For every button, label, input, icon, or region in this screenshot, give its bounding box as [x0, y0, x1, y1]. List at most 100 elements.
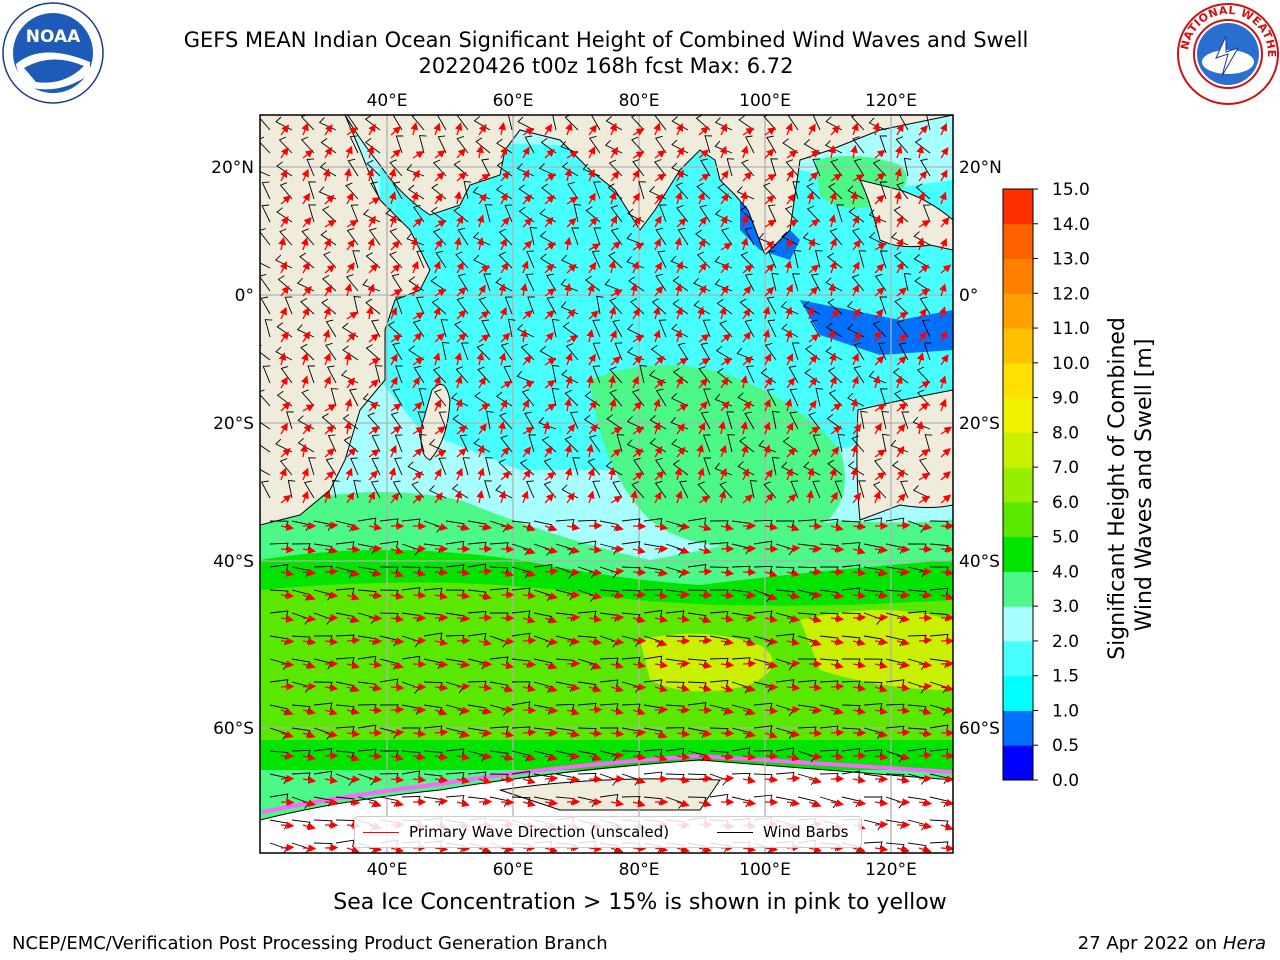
wind-barb: [874, 273, 887, 292]
wave-arrow: [630, 282, 638, 297]
wave-arrow: [808, 426, 820, 435]
wind-barb: [379, 540, 399, 549]
wind-barb: [392, 342, 403, 361]
wind-barb: [899, 115, 909, 131]
lat-label: 60°S: [959, 719, 1000, 739]
wave-arrow: [654, 445, 663, 458]
wave-arrow: [852, 423, 862, 435]
wave-arrow: [346, 332, 356, 343]
wave-arrow: [412, 636, 427, 645]
wind-barb: [740, 251, 755, 269]
wave-arrow: [344, 283, 353, 297]
wind-barb: [260, 344, 271, 361]
wave-arrow: [544, 774, 559, 783]
wave-arrow: [412, 447, 423, 458]
wave-arrow: [498, 420, 506, 435]
sea-ice-edge: [261, 753, 953, 814]
wave-arrow: [412, 332, 423, 343]
wave-arrow: [324, 425, 335, 435]
wave-arrow: [610, 591, 625, 600]
wind-barb: [852, 136, 865, 154]
wave-arrow: [522, 380, 535, 389]
wind-barb: [462, 457, 471, 476]
wave-arrow: [544, 216, 554, 228]
wind-barb: [371, 319, 381, 338]
wave-arrow: [764, 798, 779, 807]
wave-arrow: [346, 377, 355, 389]
wind-barb: [900, 480, 909, 499]
wind-barb: [370, 480, 381, 499]
wave-arrow: [322, 168, 331, 182]
wave-arrow: [808, 400, 817, 412]
wave-arrow: [455, 375, 463, 389]
wind-barb: [879, 181, 888, 200]
wave-arrow: [302, 286, 312, 297]
wave-arrow: [850, 398, 859, 412]
wind-barb: [872, 159, 887, 177]
wave-direction-arrows: [278, 122, 953, 853]
land-madagascar: [420, 383, 451, 461]
wave-arrow: [762, 306, 771, 320]
wave-arrow: [742, 659, 757, 668]
wind-barb: [483, 273, 491, 292]
wave-arrow: [522, 660, 537, 669]
wind-barb: [474, 391, 491, 407]
wind-barb: [785, 159, 799, 177]
wind-barb: [264, 319, 273, 338]
wind-barb: [498, 228, 513, 246]
wave-arrow: [456, 261, 464, 274]
wave-arrow: [367, 237, 375, 251]
wave-arrow: [434, 172, 445, 182]
wave-arrow: [698, 377, 708, 389]
wind-barb: [659, 204, 667, 223]
wind-barb: [279, 458, 293, 476]
wind-barb: [651, 298, 667, 315]
wave-arrow: [344, 167, 352, 182]
wave-arrow: [498, 122, 506, 136]
wind-barb: [812, 115, 821, 131]
wave-arrow: [808, 171, 819, 182]
colorbar-swatches: [1003, 189, 1033, 781]
wave-arrow: [278, 352, 287, 366]
wind-barb: [655, 388, 667, 407]
wind-barb: [330, 388, 339, 407]
wave-arrow: [586, 329, 595, 343]
wind-barb: [643, 748, 663, 757]
wave-arrow: [280, 124, 290, 136]
wind-barb: [261, 181, 271, 200]
wave-arrow: [940, 545, 953, 554]
wave-arrow: [346, 447, 357, 458]
wind-barb: [631, 481, 645, 499]
wind-barb: [366, 159, 381, 177]
wave-arrow: [301, 122, 309, 136]
wave-arrow: [322, 329, 331, 343]
wind-barb: [323, 251, 337, 269]
wave-arrow: [368, 263, 379, 274]
wind-barb: [709, 679, 729, 688]
nws-logo: NATIONAL WEATHER SERVICE: [1176, 2, 1279, 105]
wind-barb: [727, 433, 735, 453]
wind-barb: [413, 204, 425, 223]
wave-arrow: [280, 660, 295, 669]
wave-arrow: [280, 169, 288, 182]
wave-arrow: [434, 239, 443, 251]
wind-barb: [726, 158, 735, 177]
wave-arrow: [697, 191, 705, 205]
wind-barb: [632, 159, 645, 177]
wind-barb: [596, 295, 604, 315]
wind-barb: [631, 136, 645, 154]
wind-barb: [825, 277, 843, 292]
wave-arrow: [522, 128, 535, 136]
wind-barb: [606, 414, 623, 430]
wave-arrow: [786, 219, 799, 228]
wave-arrow: [302, 844, 317, 853]
colorbar-swatch: [1003, 432, 1033, 468]
wave-arrow: [522, 146, 530, 159]
wave-arrow: [522, 194, 533, 205]
wind-barb: [643, 517, 663, 526]
wind-barb: [551, 387, 560, 407]
wave-arrow: [764, 353, 772, 366]
wind-barb: [332, 479, 340, 499]
wave-arrow: [719, 306, 727, 320]
wave-arrow: [896, 261, 904, 274]
